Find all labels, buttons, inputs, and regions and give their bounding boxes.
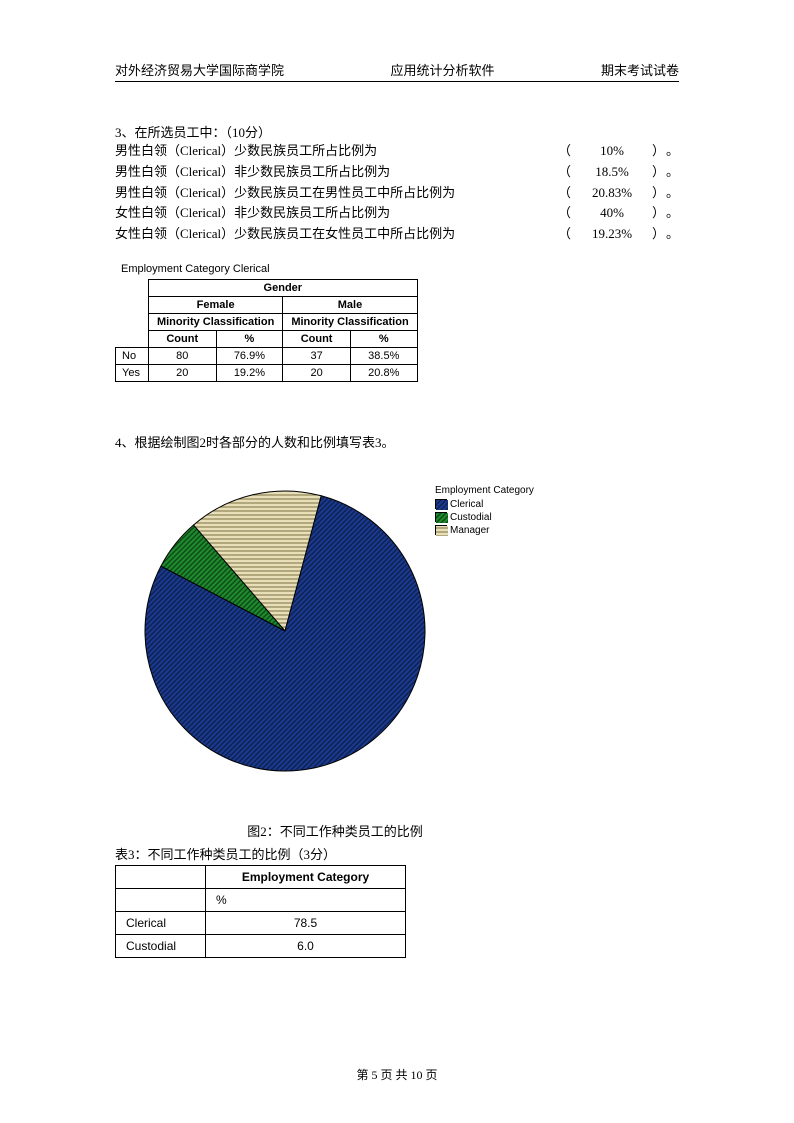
q3-line: 男性白领（Clerical）非少数民族员工所占比例为 （18.5%）。 [115,162,679,183]
cell: 80 [148,347,216,364]
header-left: 对外经济贸易大学国际商学院 [115,60,284,79]
legend-label: Manager [450,524,489,537]
question-4-title: 4、根据绘制图2时各部分的人数和比例填写表3。 [115,432,679,451]
q3-line-value: 20.83% [572,183,652,204]
table3: Employment Category % Clerical78.5Custod… [115,865,406,958]
table-row: No8076.9%3738.5% [116,347,418,364]
row-label: Clerical [116,911,206,934]
legend-swatch-icon [435,525,447,535]
q3-line-text: 女性白领（Clerical）少数民族员工在女性员工中所占比例为 [115,224,455,245]
table1-pct-f: % [216,330,283,347]
table1-male: Male [283,296,417,313]
footer-prefix: 第 [356,1068,371,1082]
footer-mid: 页 共 [377,1068,410,1082]
cell: 20 [148,364,216,381]
cell: 6.0 [206,934,406,957]
legend-label: Clerical [450,498,483,511]
paren-open: （ [558,162,572,183]
table1-title: Employment Category Clerical [121,263,679,275]
table1-wrap: Employment Category Clerical Gender Fema… [115,263,679,382]
cell: 78.5 [206,911,406,934]
q3-line-value: 19.23% [572,224,652,245]
table1-gender-header: Gender [148,279,417,296]
header-right: 期末考试试卷 [601,60,679,79]
q3-line: 男性白领（Clerical）少数民族员工所占比例为 （10%）。 [115,141,679,162]
q3-line-text: 男性白领（Clerical）少数民族员工所占比例为 [115,141,377,162]
paren-close: ） [652,203,666,224]
q3-line: 男性白领（Clerical）少数民族员工在男性员工中所占比例为 （20.83%）。 [115,183,679,204]
table-row: Custodial6.0 [116,934,406,957]
q3-line: 女性白领（Clerical）少数民族员工在女性员工中所占比例为 （19.23%）。 [115,224,679,245]
paren-open: （ [558,183,572,204]
q3-line-text: 女性白领（Clerical）非少数民族员工所占比例为 [115,203,390,224]
table3-caption: 表3：不同工作种类员工的比例（3分） [115,844,679,863]
cell: 76.9% [216,347,283,364]
legend-item: Manager [435,524,534,537]
legend-title: Employment Category [435,485,534,496]
q3-line-value: 40% [572,203,652,224]
row-label: No [116,347,149,364]
table1-count-m: Count [283,330,351,347]
q3-line-value: 10% [572,141,652,162]
page-header: 对外经济贸易大学国际商学院 应用统计分析软件 期末考试试卷 [115,60,679,79]
q3-line: 女性白领（Clerical）非少数民族员工所占比例为 （40%）。 [115,203,679,224]
q3-line-value: 18.5% [572,162,652,183]
table3-percent: % [206,888,406,911]
table1-female: Female [148,296,282,313]
table-row: Yes2019.2%2020.8% [116,364,418,381]
q3-title: 3、在所选员工中：（10分） [115,122,679,141]
paren-open: （ [558,203,572,224]
footer-total: 10 [411,1068,423,1082]
legend-item: Clerical [435,498,534,511]
legend-label: Custodial [450,511,492,524]
table1-minority-m: Minority Classification [283,313,417,330]
cell: 20 [283,364,351,381]
cell: 37 [283,347,351,364]
paren-open: （ [558,141,572,162]
period: 。 [666,162,679,183]
legend-swatch-icon [435,512,447,522]
table-row: Clerical78.5 [116,911,406,934]
row-label: Yes [116,364,149,381]
legend-item: Custodial [435,511,534,524]
period: 。 [666,203,679,224]
question-3: 3、在所选员工中：（10分） 男性白领（Clerical）少数民族员工所占比例为… [115,122,679,245]
legend-swatch-icon [435,499,447,509]
table1-count-f: Count [148,330,216,347]
footer-suffix: 页 [423,1068,438,1082]
q3-line-text: 男性白领（Clerical）少数民族员工在男性员工中所占比例为 [115,183,455,204]
header-center: 应用统计分析软件 [390,60,494,79]
paren-close: ） [652,224,666,245]
header-underline [115,81,679,82]
table1-pct-m: % [350,330,417,347]
table1: Gender Female Male Minority Classificati… [115,279,418,382]
page-footer: 第 5 页 共 10 页 [0,1066,794,1083]
cell: 38.5% [350,347,417,364]
paren-close: ） [652,183,666,204]
pie-chart-wrap: Employment Category ClericalCustodialMan… [115,481,575,801]
q3-line-text: 男性白领（Clerical）非少数民族员工所占比例为 [115,162,390,183]
paren-close: ） [652,162,666,183]
figure2-caption: 图2：不同工作种类员工的比例 [195,821,475,840]
paren-open: （ [558,224,572,245]
table1-minority-f: Minority Classification [148,313,282,330]
period: 。 [666,224,679,245]
paren-close: ） [652,141,666,162]
cell: 19.2% [216,364,283,381]
pie-legend: Employment Category ClericalCustodialMan… [435,485,534,537]
pie-chart [135,481,435,781]
table3-header: Employment Category [206,865,406,888]
period: 。 [666,141,679,162]
cell: 20.8% [350,364,417,381]
period: 。 [666,183,679,204]
row-label: Custodial [116,934,206,957]
